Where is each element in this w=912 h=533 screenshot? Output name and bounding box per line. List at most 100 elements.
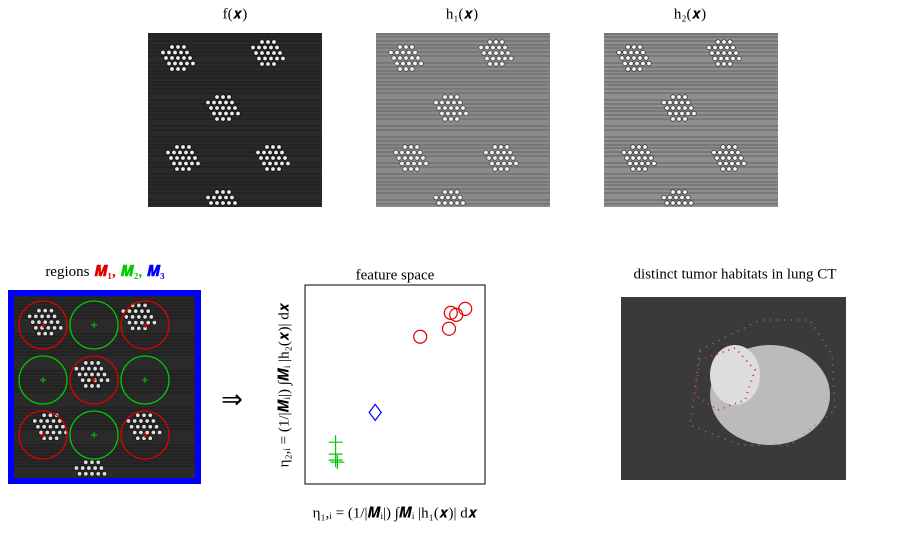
texture [376, 47, 550, 49]
texture [148, 151, 322, 153]
dot [47, 412, 54, 418]
texture [14, 308, 195, 310]
texture [376, 99, 550, 101]
dot [715, 61, 721, 67]
dot [267, 149, 273, 156]
texture [604, 40, 778, 42]
dot [637, 55, 643, 61]
dot [135, 424, 141, 430]
dot [168, 155, 174, 161]
dot [177, 160, 183, 167]
dot [448, 116, 454, 122]
texture [604, 184, 778, 186]
dot [53, 424, 60, 430]
dot [166, 60, 172, 67]
texture [376, 147, 550, 149]
dot [180, 155, 186, 161]
dot [54, 319, 61, 325]
dot [718, 55, 724, 62]
dot [138, 429, 144, 436]
point [441, 321, 457, 336]
dot [264, 155, 270, 161]
texture [148, 81, 322, 83]
dot [408, 166, 414, 172]
dot [457, 99, 463, 106]
dot [258, 155, 264, 161]
dot [730, 55, 736, 62]
regions-prefix: regions [45, 264, 89, 280]
dot [510, 155, 516, 161]
texture [14, 419, 195, 421]
texture [376, 51, 550, 53]
texture [148, 144, 322, 146]
dot [457, 194, 463, 201]
dot [276, 155, 282, 161]
dot [682, 105, 688, 111]
dot [133, 308, 139, 314]
texture [148, 110, 322, 112]
dot [205, 194, 211, 201]
texture [604, 173, 778, 175]
texture [148, 118, 322, 120]
texture [376, 73, 550, 75]
texture [604, 114, 778, 116]
region-center [40, 322, 46, 328]
dot [451, 99, 457, 106]
dot [504, 144, 510, 150]
dot [141, 435, 147, 441]
dot [631, 44, 637, 50]
dot [388, 49, 394, 56]
dot [214, 116, 220, 122]
dot [439, 99, 445, 106]
dot [181, 66, 187, 72]
texture [376, 77, 550, 79]
dot [715, 39, 721, 45]
texture [604, 199, 778, 201]
dot [397, 55, 403, 61]
dot [682, 116, 688, 122]
dot [724, 44, 730, 51]
dot [418, 60, 424, 67]
dot [634, 49, 640, 56]
ct-tumor [710, 345, 760, 405]
dot [619, 55, 625, 61]
dot [448, 189, 454, 195]
dot [180, 166, 186, 172]
dot [651, 160, 657, 167]
texture [376, 36, 550, 38]
dot [178, 49, 184, 56]
dot [268, 44, 274, 51]
dot [501, 149, 507, 156]
dot [36, 330, 42, 337]
dot [457, 110, 463, 117]
dot [262, 44, 268, 51]
texture [14, 459, 195, 461]
dot [400, 60, 406, 67]
dot [492, 144, 498, 150]
dot [715, 50, 721, 56]
dot [402, 166, 408, 172]
dot [129, 314, 136, 320]
dot [411, 160, 417, 167]
texture [148, 184, 322, 186]
dot [433, 194, 439, 201]
dot [634, 60, 640, 67]
dot [142, 314, 148, 320]
dot [727, 61, 733, 67]
texture [604, 181, 778, 183]
dot [712, 55, 718, 62]
texture [148, 44, 322, 46]
dot [402, 144, 408, 150]
dot [717, 160, 723, 167]
dot [214, 105, 220, 111]
dot [633, 160, 639, 167]
dot [265, 50, 271, 56]
dot [147, 424, 153, 430]
texture [604, 144, 778, 146]
dot [501, 160, 507, 167]
texture [148, 129, 322, 131]
dot [163, 55, 169, 61]
dot [135, 412, 141, 418]
texture [14, 314, 195, 316]
dot [493, 50, 499, 56]
